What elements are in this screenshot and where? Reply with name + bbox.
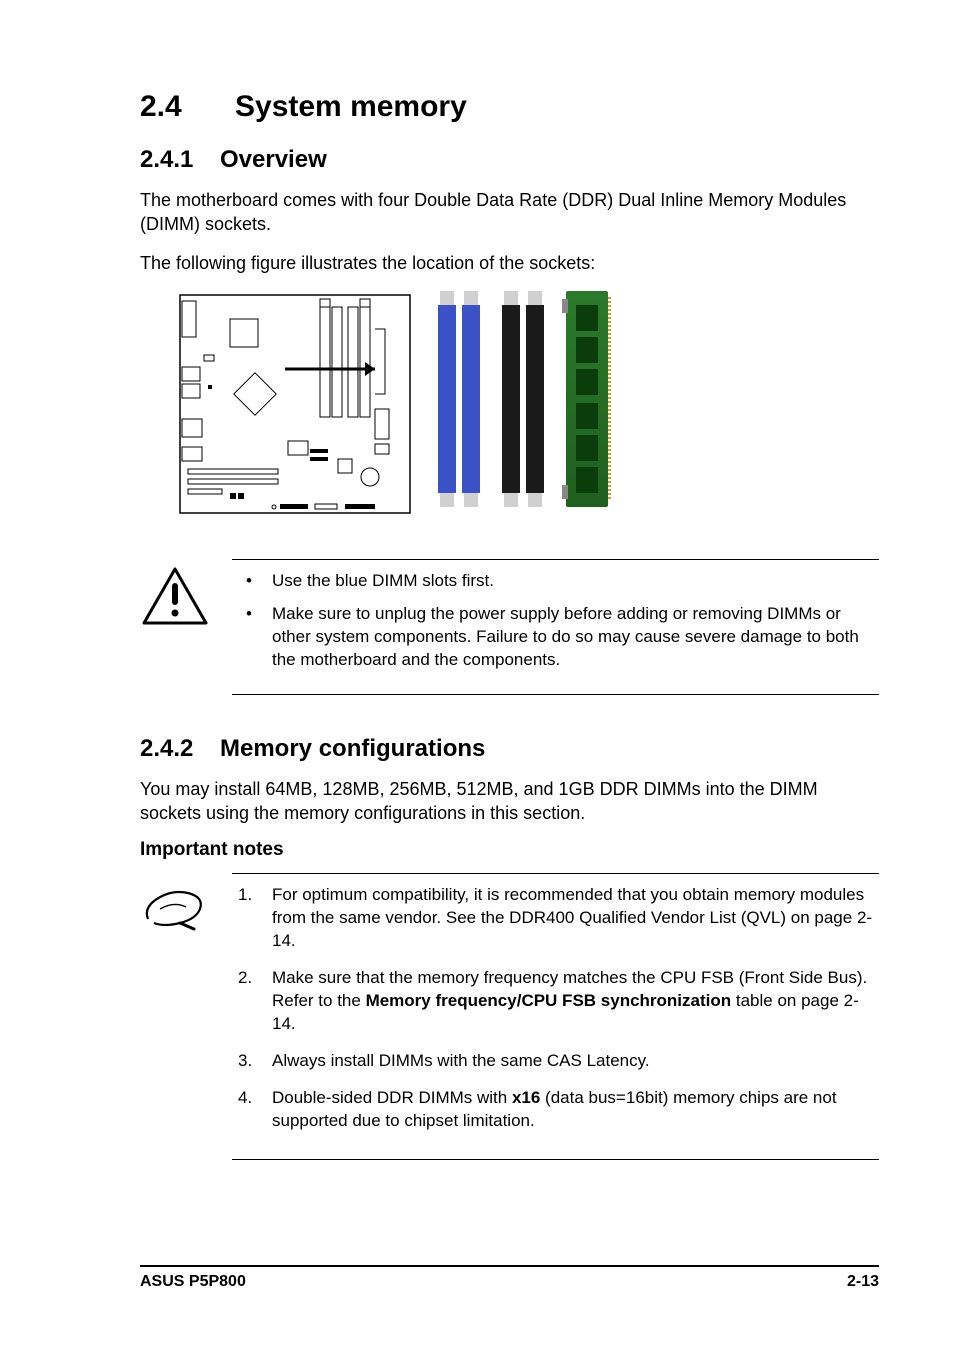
list-item: 2.Make sure that the memory frequency ma… xyxy=(232,967,879,1036)
dimm-slot xyxy=(438,305,456,493)
list-item: Make sure to unplug the power supply bef… xyxy=(232,603,879,672)
list-item: Use the blue DIMM slots first. xyxy=(232,570,879,593)
section-title: System memory xyxy=(235,90,467,123)
caution-icon xyxy=(140,559,210,695)
note-icon xyxy=(140,873,210,1159)
list-item: 4.Double-sided DDR DIMMs with x16 (data … xyxy=(232,1087,879,1133)
footer-page-number: 2-13 xyxy=(847,1273,879,1291)
notes-heading: Important notes xyxy=(140,839,879,861)
subsection-heading: 2.4.2Memory configurations xyxy=(140,735,879,763)
caution-callout: Use the blue DIMM slots first. Make sure… xyxy=(140,559,879,695)
motherboard-diagram xyxy=(170,289,420,519)
ram-module-illustration xyxy=(566,291,608,507)
list-item: 3.Always install DIMMs with the same CAS… xyxy=(232,1050,879,1073)
paragraph: The motherboard comes with four Double D… xyxy=(140,188,879,237)
paragraph: You may install 64MB, 128MB, 256MB, 512M… xyxy=(140,777,879,826)
dimm-slot-pair-black xyxy=(502,291,548,507)
footer-product: ASUS P5P800 xyxy=(140,1273,246,1291)
subsection-title: Overview xyxy=(220,146,327,173)
subsection-number: 2.4.2 xyxy=(140,735,220,763)
list-item: 1.For optimum compatibility, it is recom… xyxy=(232,884,879,953)
section-heading: 2.4System memory xyxy=(140,90,879,124)
subsection-number: 2.4.1 xyxy=(140,146,220,174)
notes-list: 1.For optimum compatibility, it is recom… xyxy=(232,884,879,1132)
dimm-slot-pair-blue xyxy=(438,291,484,507)
figure-row xyxy=(170,289,879,519)
dimm-slot xyxy=(526,305,544,493)
dimm-slot xyxy=(502,305,520,493)
note-callout: 1.For optimum compatibility, it is recom… xyxy=(140,873,879,1159)
section-number: 2.4 xyxy=(140,90,235,124)
dimm-slot xyxy=(462,305,480,493)
subsection-heading: 2.4.1Overview xyxy=(140,146,879,174)
subsection-title: Memory configurations xyxy=(220,735,485,762)
caution-list: Use the blue DIMM slots first. Make sure… xyxy=(232,570,879,672)
paragraph: The following figure illustrates the loc… xyxy=(140,251,879,275)
page-footer: ASUS P5P800 2-13 xyxy=(140,1265,879,1291)
